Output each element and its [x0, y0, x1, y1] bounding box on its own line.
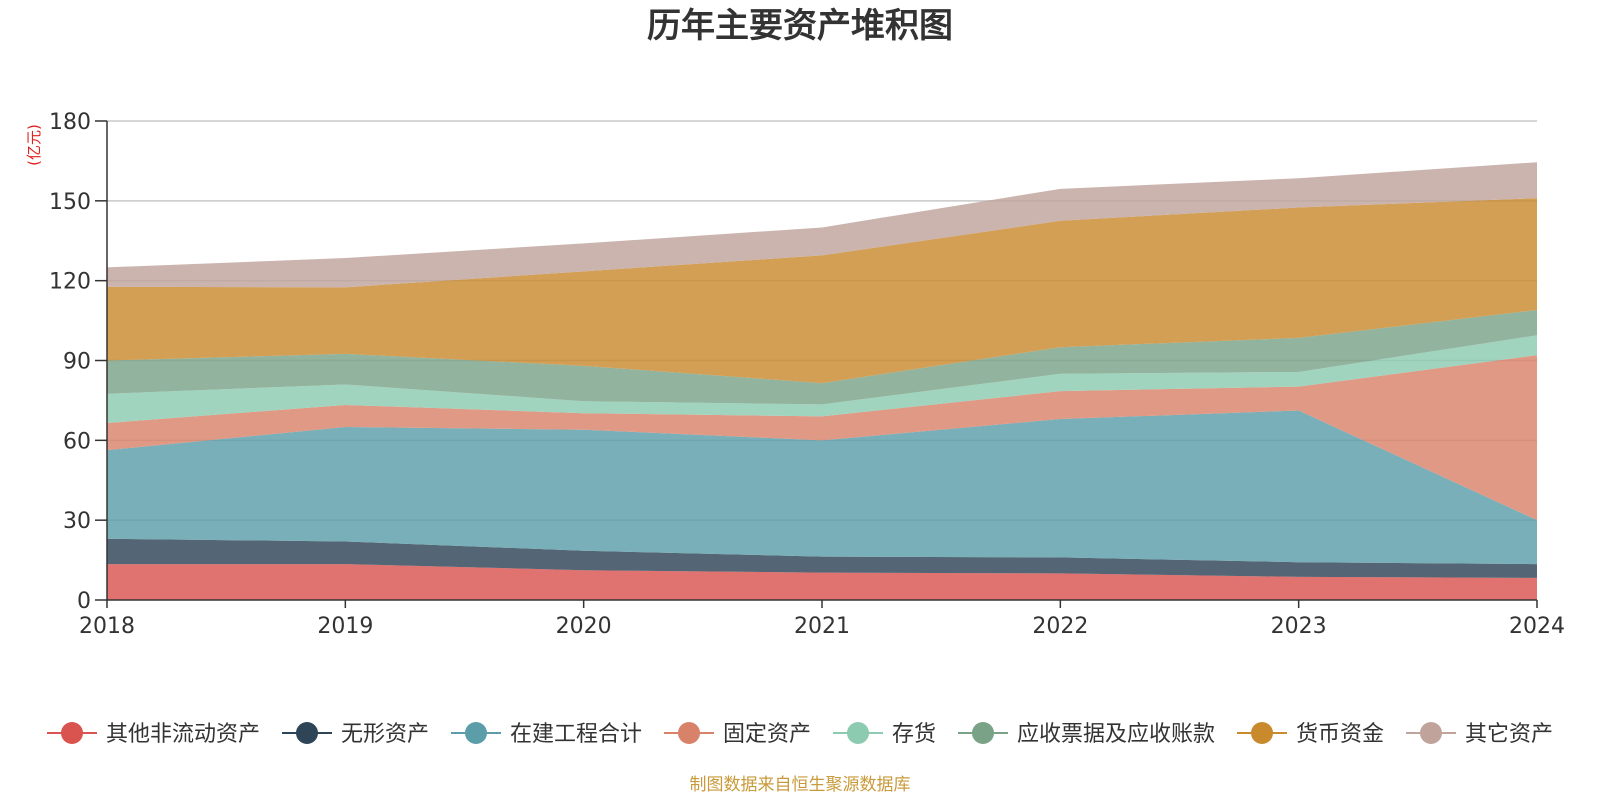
- y-tick-label-150: 150: [49, 190, 91, 215]
- legend-item-2: 在建工程合计: [451, 722, 642, 747]
- legend-item-0: 其他非流动资产: [47, 722, 260, 747]
- x-tick-label-2018: 2018: [79, 614, 135, 639]
- legend-item-7: 其它资产: [1406, 722, 1553, 747]
- x-tick-label-2024: 2024: [1509, 614, 1565, 639]
- y-tick-label-120: 120: [49, 270, 91, 295]
- x-tick-label-2022: 2022: [1032, 614, 1088, 639]
- area-series-4: [107, 335, 1537, 424]
- legend-label-6: 货币资金: [1296, 722, 1384, 747]
- y-tick-label-180: 180: [49, 110, 91, 135]
- source-note: 制图数据来自恒生聚源数据库: [690, 775, 911, 795]
- x-tick-label-2020: 2020: [556, 614, 612, 639]
- area-series-6: [107, 198, 1537, 384]
- legend-label-3: 固定资产: [723, 722, 811, 747]
- legend-label-4: 存货: [892, 722, 936, 747]
- legend-item-4: 存货: [833, 722, 936, 747]
- legend-marker-1: [296, 722, 318, 744]
- legend-label-1: 无形资产: [341, 722, 429, 747]
- legend-item-6: 货币资金: [1237, 722, 1384, 747]
- area-series-3: [107, 355, 1537, 521]
- y-tick-label-90: 90: [63, 350, 91, 375]
- legend-marker-6: [1251, 722, 1273, 744]
- x-tick-label-2021: 2021: [794, 614, 850, 639]
- area-series-7: [107, 162, 1537, 288]
- legend-label-0: 其他非流动资产: [106, 722, 260, 747]
- legend-label-2: 在建工程合计: [510, 722, 642, 747]
- area-series-group: [107, 162, 1537, 600]
- axes: 0 30 60 90 120 150 180 2018 2019 2020 2021 2022 2023…: [49, 110, 1565, 639]
- x-tick-label-2019: 2019: [317, 614, 373, 639]
- legend-marker-2: [465, 722, 487, 744]
- x-tick-label-2023: 2023: [1271, 614, 1327, 639]
- area-series-0: [107, 564, 1537, 600]
- legend-marker-0: [61, 722, 83, 744]
- area-series-2: [107, 410, 1537, 565]
- legend-marker-5: [972, 722, 994, 744]
- y-axis-unit-label: (亿元): [25, 124, 43, 166]
- legend: 其他非流动资产 无形资产 在建工程合计 固定资产 存货 应收票据及应收账款 货币资金 其它资产: [47, 722, 1553, 747]
- area-series-5: [107, 309, 1537, 405]
- y-tick-label-60: 60: [63, 429, 91, 454]
- y-tick-label-0: 0: [77, 589, 91, 614]
- legend-marker-3: [678, 722, 700, 744]
- legend-marker-7: [1420, 722, 1442, 744]
- legend-item-5: 应收票据及应收账款: [958, 722, 1215, 747]
- area-series-1: [107, 538, 1537, 578]
- y-tick-label-30: 30: [63, 509, 91, 534]
- legend-item-3: 固定资产: [664, 722, 811, 747]
- legend-item-1: 无形资产: [282, 722, 429, 747]
- legend-label-7: 其它资产: [1465, 722, 1553, 747]
- legend-marker-4: [847, 722, 869, 744]
- chart-title: 历年主要资产堆积图: [647, 6, 953, 46]
- legend-label-5: 应收票据及应收账款: [1017, 722, 1215, 747]
